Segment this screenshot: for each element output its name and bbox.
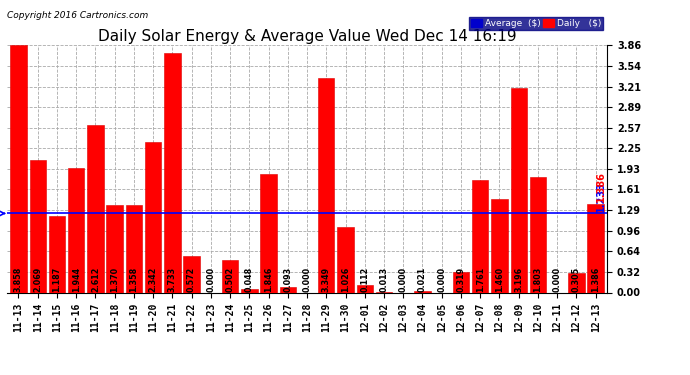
Bar — [126, 206, 142, 292]
Bar — [10, 45, 27, 292]
Bar — [279, 286, 296, 292]
Legend: Average  ($), Daily   ($): Average ($), Daily ($) — [469, 17, 602, 30]
Bar — [530, 177, 546, 292]
Text: 1.460: 1.460 — [495, 267, 504, 292]
Text: 1.187: 1.187 — [52, 267, 61, 292]
Bar — [87, 125, 104, 292]
Text: 0.112: 0.112 — [360, 267, 369, 292]
Bar — [337, 227, 354, 292]
Text: 0.572: 0.572 — [187, 267, 196, 292]
Text: 1.233: 1.233 — [596, 181, 607, 212]
Text: 0.000: 0.000 — [553, 267, 562, 292]
Text: 1.944: 1.944 — [72, 267, 81, 292]
Bar — [68, 168, 84, 292]
Bar — [106, 205, 123, 292]
Text: 0.000: 0.000 — [206, 267, 215, 292]
Text: 3.733: 3.733 — [168, 267, 177, 292]
Bar — [260, 174, 277, 292]
Bar — [491, 199, 508, 292]
Text: 0.000: 0.000 — [437, 267, 446, 292]
Text: 1.846: 1.846 — [264, 267, 273, 292]
Title: Daily Solar Energy & Average Value Wed Dec 14 16:19: Daily Solar Energy & Average Value Wed D… — [98, 29, 516, 44]
Bar — [453, 272, 469, 292]
Text: 0.319: 0.319 — [457, 267, 466, 292]
Text: Copyright 2016 Cartronics.com: Copyright 2016 Cartronics.com — [7, 11, 148, 20]
Bar — [184, 256, 200, 292]
Text: 0.013: 0.013 — [380, 267, 388, 292]
Text: 1.386: 1.386 — [591, 267, 600, 292]
Text: 0.048: 0.048 — [245, 267, 254, 292]
Bar — [414, 291, 431, 292]
Text: 1.026: 1.026 — [341, 267, 350, 292]
Text: 3.858: 3.858 — [14, 267, 23, 292]
Text: 0.021: 0.021 — [418, 267, 427, 292]
Text: 2.612: 2.612 — [91, 267, 100, 292]
Text: 0.305: 0.305 — [572, 267, 581, 292]
Text: 0.093: 0.093 — [284, 267, 293, 292]
Bar — [164, 53, 181, 292]
Text: 2.069: 2.069 — [33, 267, 42, 292]
Text: 0.502: 0.502 — [226, 267, 235, 292]
Bar — [472, 180, 489, 292]
Text: 1.370: 1.370 — [110, 267, 119, 292]
Bar — [241, 290, 257, 292]
Text: 2.342: 2.342 — [148, 267, 157, 292]
Text: 1.358: 1.358 — [130, 267, 139, 292]
Bar — [222, 260, 238, 292]
Bar — [357, 285, 373, 292]
Bar — [569, 273, 584, 292]
Text: 1.803: 1.803 — [533, 267, 542, 292]
Bar — [30, 160, 46, 292]
Bar — [49, 216, 65, 292]
Text: 1.761: 1.761 — [475, 267, 484, 292]
Text: 3.349: 3.349 — [322, 267, 331, 292]
Text: 3.196: 3.196 — [514, 267, 523, 292]
Bar — [318, 78, 335, 292]
Bar — [587, 204, 604, 292]
Text: 1.386: 1.386 — [596, 171, 607, 202]
Bar — [511, 88, 527, 292]
Text: 0.000: 0.000 — [399, 267, 408, 292]
Text: 0.000: 0.000 — [302, 267, 312, 292]
Bar — [145, 142, 161, 292]
